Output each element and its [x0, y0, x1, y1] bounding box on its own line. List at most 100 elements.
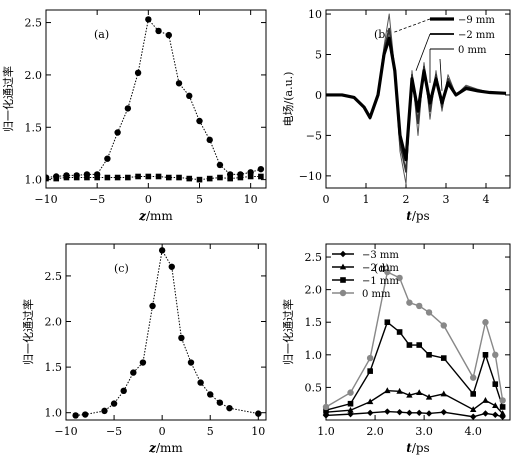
y-tick-label: 0.5	[305, 381, 323, 394]
data-point	[366, 409, 374, 417]
y-tick-label: 2.5	[45, 270, 63, 283]
data-point	[406, 299, 413, 306]
data-point	[470, 413, 477, 420]
data-point	[158, 247, 166, 254]
data-point	[124, 105, 132, 112]
data-point	[499, 404, 506, 410]
data-point	[104, 155, 111, 162]
data-point	[482, 397, 489, 403]
y-tick-label: 0	[315, 89, 322, 102]
panel-label: (c)	[114, 262, 129, 275]
data-point	[426, 352, 432, 358]
data-point	[114, 174, 121, 181]
x-axis-unit: /mm	[156, 441, 183, 455]
y-tick-label: 2.0	[25, 69, 43, 82]
data-point	[396, 387, 403, 394]
legend-label: 0 mm	[362, 289, 391, 300]
x-axis-label: z/mm	[148, 441, 183, 455]
data-point	[425, 309, 433, 316]
data-point	[73, 174, 80, 181]
x-axis-label: t/ps	[406, 209, 429, 223]
data-point	[499, 410, 506, 416]
y-tick-label: 1.0	[25, 174, 43, 187]
data-point	[206, 136, 213, 144]
legend-label: −2 mm	[362, 263, 399, 274]
y-tick-label: 2.0	[45, 316, 63, 329]
legend-pointer	[415, 33, 431, 71]
data-point	[347, 389, 354, 396]
legend-label: −2 mm	[458, 30, 495, 41]
y-axis-label: 归一化通过率	[281, 299, 295, 365]
x-axis-var: z	[138, 209, 147, 223]
data-point	[492, 402, 499, 409]
legend-pointer	[439, 58, 443, 91]
data-point	[257, 165, 265, 173]
x-axis-unit: /mm	[146, 209, 173, 223]
x-tick-label: 10	[244, 193, 258, 206]
data-point	[425, 393, 433, 400]
data-point	[186, 92, 193, 100]
data-point	[366, 398, 374, 405]
data-point	[217, 174, 223, 181]
data-point	[53, 175, 60, 182]
data-point	[322, 403, 330, 411]
x-axis-unit: /ps	[412, 441, 430, 455]
data-point	[492, 351, 499, 359]
data-point	[168, 263, 175, 270]
y-axis-label: 归一化通过率	[1, 66, 15, 132]
data-point	[187, 359, 195, 366]
x-tick-label: 5	[207, 425, 214, 438]
data-point	[125, 174, 131, 181]
y-tick-label: 1.0	[45, 407, 63, 420]
data-point	[149, 302, 156, 310]
data-point	[206, 175, 213, 182]
waveform-thick	[326, 36, 507, 162]
data-point	[134, 69, 142, 77]
x-axis-label: z/mm	[138, 209, 173, 223]
data-point	[482, 410, 489, 417]
axes-frame	[45, 9, 267, 189]
x-tick-label: −5	[106, 425, 122, 438]
data-point	[440, 408, 447, 416]
data-point	[216, 399, 224, 406]
data-point	[104, 174, 111, 181]
data-point	[492, 381, 499, 387]
data-point	[255, 410, 262, 417]
data-point	[114, 129, 121, 136]
data-point	[482, 352, 489, 358]
data-point	[216, 161, 224, 169]
legend-marker	[339, 250, 347, 258]
data-point	[384, 268, 391, 276]
series-line-0	[46, 18, 262, 179]
data-point	[82, 411, 89, 418]
series-line-0	[75, 248, 259, 416]
data-point	[416, 409, 423, 417]
data-point	[406, 342, 413, 348]
legend-marker	[339, 263, 347, 270]
data-point	[247, 173, 254, 180]
plot-area	[46, 16, 265, 183]
data-point	[384, 408, 391, 415]
y-tick-label: 1.5	[45, 361, 63, 374]
data-point	[440, 390, 447, 397]
data-point	[46, 175, 49, 182]
y-tick-label: 1.5	[305, 316, 323, 329]
data-point	[499, 397, 506, 404]
x-tick-label: 0	[159, 425, 166, 438]
axes-frame	[325, 243, 511, 421]
data-point	[347, 400, 354, 407]
data-point	[130, 369, 137, 376]
y-tick-label: 2.0	[305, 284, 323, 297]
data-point	[72, 412, 79, 419]
axes-frame	[325, 9, 511, 189]
x-tick-label: −10	[34, 193, 57, 206]
x-tick-label: 3	[443, 193, 450, 206]
data-point	[165, 174, 172, 181]
data-point	[155, 173, 162, 180]
legend-marker	[339, 289, 347, 297]
panel-a: −10 −5 0 5 10 1.0 1.5 2.0 2.5 (a) z/mm 归一化通过率	[1, 9, 267, 223]
legend-label: −3 mm	[362, 250, 399, 261]
data-point	[384, 387, 391, 394]
y-tick-label: 10	[308, 8, 322, 21]
